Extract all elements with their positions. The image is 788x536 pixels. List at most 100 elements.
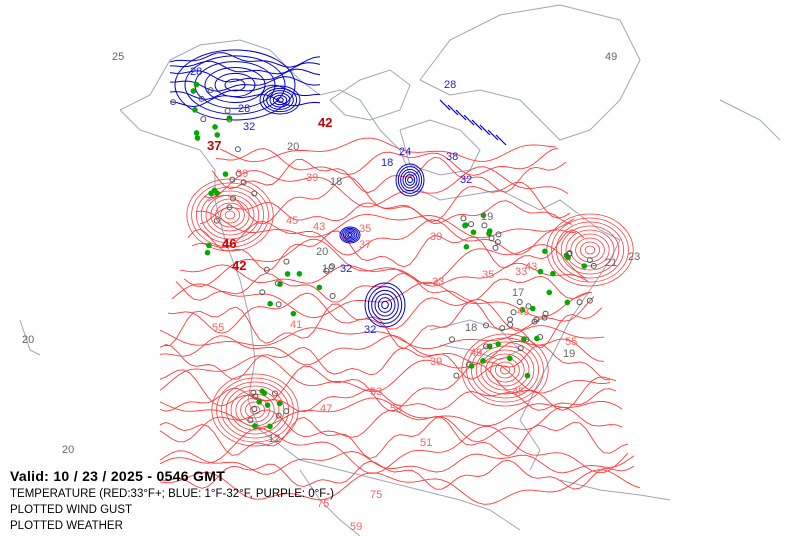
temperature-contour-warm [195, 210, 575, 239]
temperature-contour-warm [167, 292, 595, 334]
station-circle [275, 412, 282, 419]
temperature-contour-warm [461, 333, 549, 407]
temperature-contour-warm [159, 344, 611, 381]
cold-contour-segment [463, 114, 475, 126]
temperature-contour-warm [219, 206, 240, 224]
weather-dot [212, 124, 218, 130]
temperature-contour-cold [169, 93, 321, 108]
temperature-contour-warm [466, 337, 544, 403]
station-circle [230, 195, 237, 202]
temperature-contour-cold [169, 60, 321, 75]
map-value-label: 42 [318, 115, 332, 130]
station-circle [224, 107, 231, 114]
station-circle [483, 343, 490, 350]
temperature-contour-warm [207, 166, 569, 208]
temperature-contour-warm [199, 200, 573, 225]
station-circle [235, 170, 242, 177]
coastline [19, 319, 41, 356]
map-value-label: 19 [563, 348, 575, 360]
temperature-contour-warm [575, 237, 605, 263]
station-circle [525, 303, 532, 310]
cold-contour-segment [455, 109, 467, 121]
coastlines [19, 4, 781, 536]
map-value-label: 12 [268, 433, 280, 445]
map-value-label: 59 [350, 521, 362, 533]
map-value-label: 19 [322, 263, 334, 275]
temperature-contour-warm [240, 397, 270, 423]
map-value-label: 33 [515, 266, 527, 278]
weather-dot [524, 372, 531, 379]
valid-time: Valid: 10 / 23 / 2025 - 0546 GMT [10, 468, 226, 484]
map-value-label: 51 [420, 437, 432, 449]
temperature-contour-cold [341, 227, 359, 243]
map-value-label: 20 [287, 141, 299, 153]
weather-dot [468, 363, 475, 369]
weather-dot [534, 335, 540, 342]
station-circle [259, 289, 266, 296]
station-circle [481, 222, 488, 229]
station-circle [329, 292, 336, 299]
temperature-contour-cold [339, 226, 361, 244]
temperature-contour-warm [480, 349, 530, 391]
station-circle [250, 389, 257, 396]
map-value-label: 32 [243, 121, 255, 133]
map-value-label: 32 [364, 324, 376, 336]
station-circle [507, 321, 514, 328]
weather-dot [480, 212, 487, 219]
station-circle [495, 231, 502, 238]
weather-dot [296, 270, 303, 277]
temperature-contour-warm [159, 363, 617, 412]
map-value-label: 24 [399, 146, 411, 158]
temperature-contour-warm [159, 425, 629, 474]
coastline [559, 479, 671, 501]
temperature-contour-warm [580, 241, 601, 259]
station-circle [263, 266, 270, 273]
temperature-contour-warm [179, 262, 589, 287]
map-value-label: 37 [359, 239, 371, 251]
map-value-label: 32 [340, 263, 352, 275]
temperature-contour-warm [203, 176, 571, 225]
station-circle [453, 372, 460, 379]
coastline [429, 319, 521, 361]
station-circle [207, 87, 214, 94]
temperature-contour-cold [347, 233, 353, 237]
map-value-label: 28 [190, 66, 202, 78]
temperature-contour-cold [377, 297, 393, 313]
station-circle [590, 262, 597, 269]
cold-contour-segment [487, 129, 499, 141]
temperature-contour-warm [195, 186, 264, 244]
temperature-contour-warm [565, 229, 615, 271]
cold-temperature-contours [169, 49, 507, 328]
map-value-label: 39 [430, 356, 442, 368]
temperature-contour-warm [159, 387, 617, 413]
temperature-contour-cold [364, 282, 406, 328]
map-value-label: 75 [370, 489, 382, 501]
station-circle [542, 310, 549, 317]
temperature-contour-warm [584, 245, 596, 255]
weather-dot [486, 228, 493, 234]
weather-dot [495, 341, 502, 347]
station-circle [283, 408, 290, 415]
weather-dot [264, 402, 271, 408]
weather-dot [316, 284, 323, 291]
map-value-label: 20 [316, 246, 328, 258]
temperature-contour-warm [159, 469, 641, 505]
weather-dot [204, 249, 211, 256]
map-value-label: 18 [381, 157, 393, 169]
map-value-label: 38 [446, 151, 458, 163]
weather-dot [284, 271, 291, 277]
temperature-contour-cold [272, 94, 288, 106]
weather-dot [290, 310, 297, 317]
map-value-label: 20 [62, 444, 74, 456]
coastline [119, 39, 621, 471]
station-circle [247, 417, 254, 424]
temperature-contour-warm [494, 361, 515, 379]
coastline [399, 119, 481, 176]
station-circle [283, 258, 290, 265]
temperature-contour-warm [205, 194, 255, 236]
map-value-label: 18 [330, 176, 342, 188]
cold-contour-segment [447, 104, 459, 116]
weather-dot [190, 88, 197, 94]
station-circle [213, 217, 220, 224]
map-value-label: 43 [313, 221, 325, 233]
